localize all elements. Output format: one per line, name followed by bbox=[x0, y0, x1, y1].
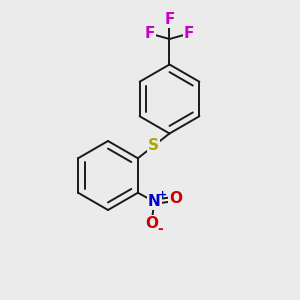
Text: N: N bbox=[148, 194, 161, 209]
Text: F: F bbox=[184, 26, 194, 41]
Text: -: - bbox=[157, 222, 163, 236]
Text: F: F bbox=[164, 12, 175, 27]
Text: S: S bbox=[148, 138, 159, 153]
Text: +: + bbox=[158, 190, 167, 200]
Text: F: F bbox=[145, 26, 155, 41]
Text: O: O bbox=[145, 216, 158, 231]
Text: O: O bbox=[169, 191, 182, 206]
